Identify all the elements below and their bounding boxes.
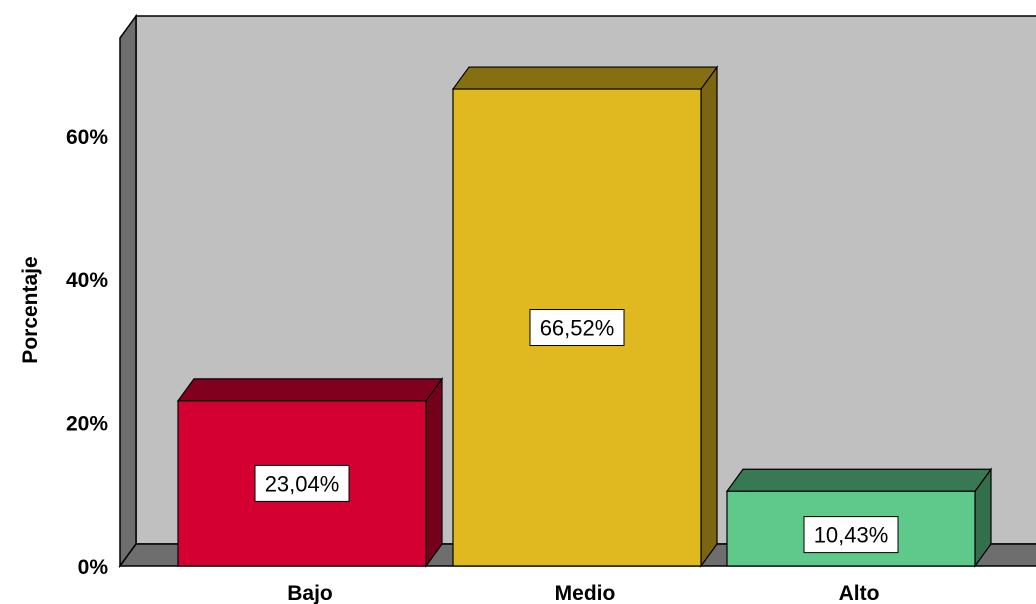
y-tick-label: 40% xyxy=(66,269,108,292)
bar-top-face xyxy=(451,66,719,90)
data-label-text: 66,52% xyxy=(540,316,615,341)
data-label: 10,43% xyxy=(803,516,899,554)
x-tick-label: Alto xyxy=(839,582,880,604)
bar-medio xyxy=(451,65,719,568)
bar-top-face xyxy=(176,378,444,402)
bar-side-face xyxy=(425,376,443,568)
axes-group: 0% 20% 40% 60% Bajo Medio Alto xyxy=(66,126,879,604)
data-label-box xyxy=(803,516,899,554)
x-tick-label: Medio xyxy=(555,582,616,604)
y-tick-label: 0% xyxy=(78,556,109,579)
data-label-text: 23,04% xyxy=(265,471,340,496)
bar-bajo xyxy=(176,376,444,568)
y-axis-title: Porcentaje xyxy=(19,256,42,363)
y-tick-label: 20% xyxy=(66,413,108,436)
plot-left-wall xyxy=(119,13,137,569)
x-tick-label: Bajo xyxy=(287,582,333,604)
data-labels-group: 23,04% 66,52% 10,43% xyxy=(254,309,899,554)
bar-side-face xyxy=(700,65,718,568)
data-label: 23,04% xyxy=(254,464,350,502)
data-label-text: 10,43% xyxy=(814,523,889,548)
data-label: 66,52% xyxy=(529,309,625,347)
data-label-box xyxy=(254,464,350,502)
bars-group xyxy=(176,65,993,568)
y-tick-label: 60% xyxy=(66,126,108,149)
data-label-box xyxy=(529,309,625,347)
bar-alto xyxy=(725,467,993,568)
bar-top-face xyxy=(725,468,993,492)
